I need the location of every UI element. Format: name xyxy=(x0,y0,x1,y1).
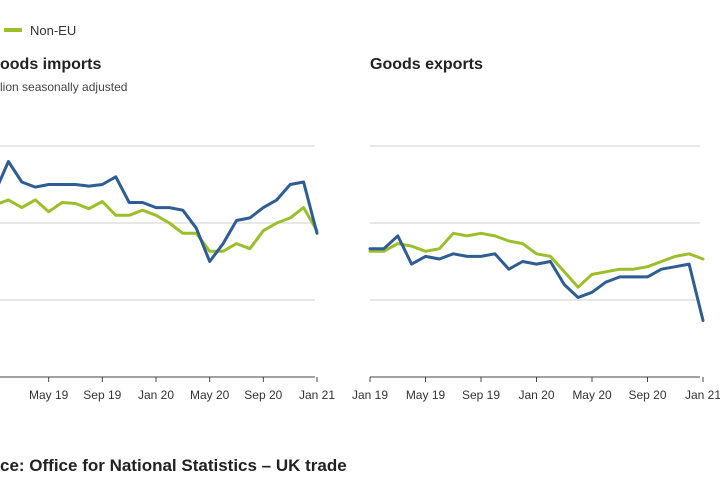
legend: Non-EU xyxy=(0,20,76,40)
imports-x-tick-label-5: Sep 20 xyxy=(244,388,282,402)
exports-x-tick-label-5: Sep 20 xyxy=(628,388,666,402)
exports-x-tick-label-3: Jan 20 xyxy=(518,388,554,402)
imports-series-line-1 xyxy=(0,160,319,263)
imports-x-tick-label-1: May 19 xyxy=(29,388,69,402)
imports-x-tick-label-4: May 20 xyxy=(190,388,230,402)
legend-label-non-eu: Non-EU xyxy=(30,22,77,38)
exports-series-line-1 xyxy=(368,234,705,322)
exports-chart: Jan 19 May 19 Sep 19 Jan 20 May 20 Sep 20 Jan … xyxy=(352,145,720,402)
exports-x-tick-label-2: Sep 19 xyxy=(462,388,500,402)
exports-x-tick-label-0: Jan 19 xyxy=(352,388,388,402)
exports-x-tick-label-6: Jan 21 xyxy=(685,388,720,402)
legend-swatch-non-eu xyxy=(4,28,22,32)
imports-x-tick-label-6: Jan 21 xyxy=(299,388,335,402)
exports-chart-title: Goods exports xyxy=(370,56,483,73)
exports-series-line-0 xyxy=(368,231,705,289)
imports-chart-subtitle: lion seasonally adjusted xyxy=(0,80,128,94)
imports-x-tick-label-2: Sep 19 xyxy=(83,388,121,402)
exports-x-tick-label-4: May 20 xyxy=(572,388,612,402)
imports-chart-title: oods imports xyxy=(0,56,102,73)
source-note: ce: Office for National Statistics – UK … xyxy=(0,456,347,475)
imports-series-line-0 xyxy=(0,198,319,253)
imports-x-tick-label-3: Jan 20 xyxy=(138,388,174,402)
exports-x-tick-label-1: May 19 xyxy=(406,388,446,402)
